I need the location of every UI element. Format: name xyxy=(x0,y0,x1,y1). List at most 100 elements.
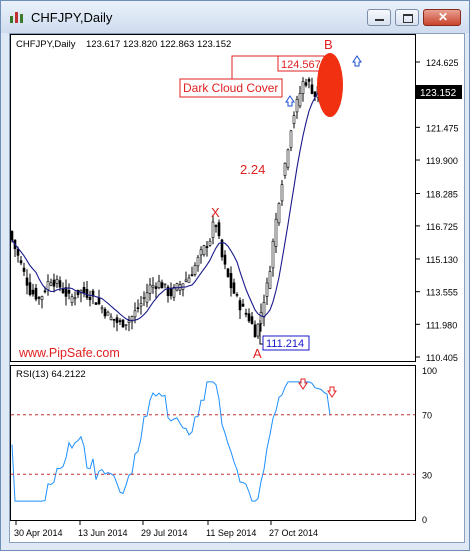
candle-body xyxy=(61,289,65,294)
rsi-panel-frame xyxy=(10,365,416,521)
candle-body xyxy=(103,308,107,317)
rsi-tick-label: 30 xyxy=(422,470,432,480)
candle-body xyxy=(310,84,314,94)
candle-body xyxy=(208,240,212,246)
candle-body xyxy=(280,184,284,202)
candle-body xyxy=(31,289,35,295)
rsi-layer xyxy=(11,381,331,502)
rsi-axis: 100 70 30 0 xyxy=(11,366,437,525)
candle-body xyxy=(268,271,272,289)
price-tick-label: 115.130 xyxy=(426,255,458,265)
candle-body xyxy=(88,296,92,301)
candle-body xyxy=(172,286,176,298)
candle-body xyxy=(223,254,227,265)
high-price-label: 124.567 xyxy=(281,59,321,71)
price-tick-label: 110.405 xyxy=(426,353,458,363)
candle-body xyxy=(55,279,59,284)
candle-body xyxy=(139,303,143,307)
close-button[interactable]: ✕ xyxy=(423,9,461,26)
minimize-icon xyxy=(375,19,384,21)
down-arrow-icon xyxy=(327,386,337,398)
low-price-label: 111.214 xyxy=(266,338,304,350)
candle-body xyxy=(25,277,29,286)
candle-body xyxy=(220,239,224,258)
title-bar[interactable]: CHFJPY,Daily ✕ xyxy=(1,1,469,33)
maximize-icon xyxy=(403,14,413,23)
candle-body xyxy=(271,241,275,269)
candle-body xyxy=(163,283,167,286)
candles-layer xyxy=(10,60,332,339)
candle-body xyxy=(259,312,263,324)
rsi-line xyxy=(11,381,331,502)
price-tick-label: 116.725 xyxy=(426,222,458,232)
candle-body xyxy=(145,292,149,303)
down-arrow-icon xyxy=(298,378,308,390)
candle-body xyxy=(193,265,197,275)
candle-body xyxy=(130,316,134,322)
candle-body xyxy=(100,307,104,310)
candle-body xyxy=(175,283,179,291)
candle-body xyxy=(28,282,32,295)
candle-body xyxy=(151,285,155,288)
maximize-button[interactable] xyxy=(395,9,419,26)
candle-body xyxy=(211,221,215,238)
candle-body xyxy=(307,78,311,82)
candle-body xyxy=(52,279,56,287)
low-price-box xyxy=(262,335,310,351)
candle-body xyxy=(133,310,137,318)
candle-body xyxy=(247,313,251,322)
candle-body xyxy=(232,282,236,294)
candle-body xyxy=(169,287,173,297)
candle-body xyxy=(94,302,98,305)
chart-icon xyxy=(10,12,23,23)
candle-body xyxy=(196,256,200,267)
candle-body xyxy=(157,280,161,288)
candle-body xyxy=(277,203,281,224)
highlight-ellipse xyxy=(317,53,343,117)
candle-body xyxy=(202,245,206,256)
candle-body xyxy=(49,282,53,286)
candle-body xyxy=(244,312,248,315)
price-chart[interactable]: 124.625 121.475 119.900 118.285 116.725 115.1… xyxy=(10,34,464,542)
candle-body xyxy=(43,290,47,293)
minimize-button[interactable] xyxy=(367,9,391,26)
rsi-tick-label: 0 xyxy=(422,515,427,525)
candle-body xyxy=(253,324,257,338)
candle-body xyxy=(106,311,110,316)
time-axis: 30 Apr 2014 13 Jun 2014 29 Jul 2014 11 Sep … xyxy=(14,521,318,538)
point-b-label: B xyxy=(324,37,333,52)
candle-body xyxy=(85,289,89,298)
moving-average-layer xyxy=(11,82,331,321)
candle-body xyxy=(241,303,245,307)
price-tick-label: 121.475 xyxy=(426,123,459,133)
candle-body xyxy=(166,286,170,296)
price-tick-label: 118.285 xyxy=(426,190,458,200)
symbol-label: CHFJPY,Daily xyxy=(16,39,76,50)
candle-body xyxy=(154,286,158,290)
candle-body xyxy=(148,284,152,294)
candle-body xyxy=(250,316,254,325)
candle-body xyxy=(214,225,218,227)
candle-body xyxy=(124,324,128,326)
price-tick-label: 119.900 xyxy=(426,156,458,166)
candle-body xyxy=(118,320,122,322)
candle-body xyxy=(283,162,287,176)
rsi-tick-label: 100 xyxy=(422,366,437,376)
price-axis: 124.625 121.475 119.900 118.285 116.725 115.1… xyxy=(416,58,459,363)
candle-body xyxy=(64,287,68,297)
candle-body xyxy=(160,282,164,289)
candle-body xyxy=(76,289,80,296)
candle-body xyxy=(217,222,221,237)
close-icon: ✕ xyxy=(438,10,449,24)
candle-body xyxy=(73,297,77,300)
candle-body xyxy=(199,249,203,256)
candle-body xyxy=(136,307,140,309)
ratio-label: 2.24 xyxy=(240,162,265,177)
candle-body xyxy=(127,320,131,323)
candle-body xyxy=(238,300,242,311)
candle-body xyxy=(34,287,38,300)
time-tick-label: 30 Apr 2014 xyxy=(14,528,63,538)
candle-body xyxy=(82,286,86,294)
chart-canvas: 124.625 121.475 119.900 118.285 116.725 115.1… xyxy=(9,33,465,543)
candle-body xyxy=(16,248,20,256)
